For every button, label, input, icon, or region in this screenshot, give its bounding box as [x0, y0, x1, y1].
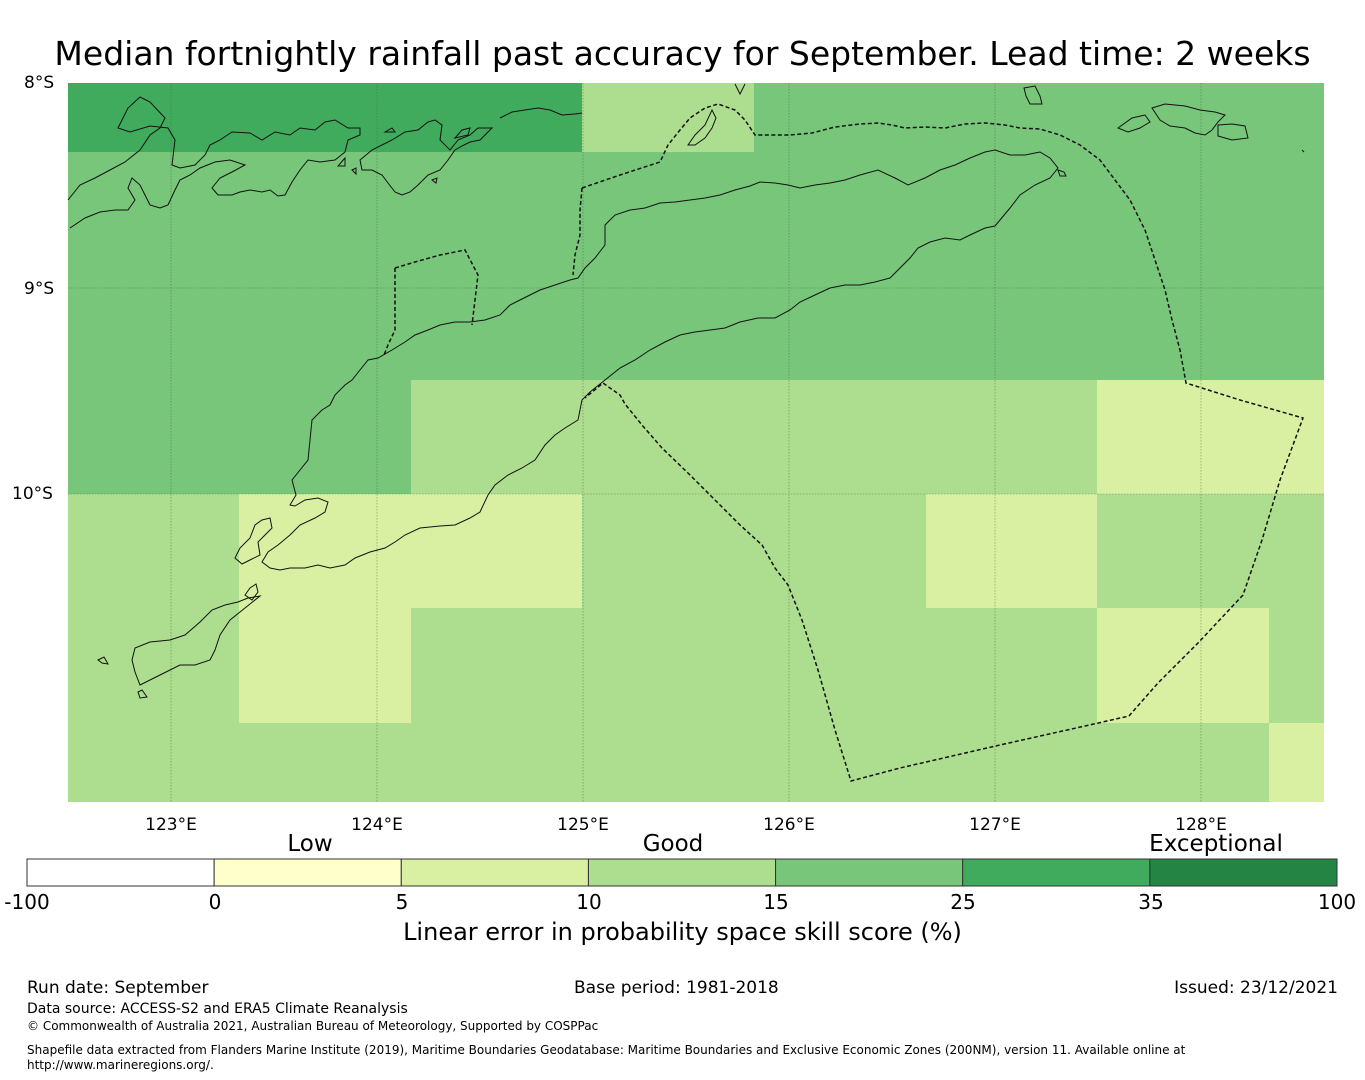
- coastlines: [67, 83, 1305, 699]
- lon-label: 126°E: [763, 815, 815, 835]
- grid-cell: [1269, 608, 1324, 723]
- legend-tick: 25: [950, 890, 976, 914]
- lon-label: 124°E: [351, 815, 403, 835]
- grid-cell: [1269, 723, 1324, 802]
- legend-tick: -100: [4, 890, 50, 914]
- gridlines: [68, 83, 1324, 802]
- grid-cell: [68, 494, 239, 608]
- issued-date: Issued: 23/12/2021: [1174, 978, 1338, 998]
- grid-cell: [239, 494, 582, 608]
- maritime-boundaries: [383, 103, 1304, 782]
- legend-category-exceptional: Exceptional: [1149, 831, 1283, 857]
- lon-label: 123°E: [145, 815, 197, 835]
- grid-cell: [1097, 380, 1324, 494]
- map-title: Median fortnightly rainfall past accurac…: [54, 34, 1311, 73]
- data-source: Data source: ACCESS-S2 and ERA5 Climate …: [27, 1001, 408, 1017]
- legend-tick: 0: [208, 890, 222, 914]
- lon-label: 128°E: [1175, 815, 1227, 835]
- lat-label: 9°S: [24, 279, 55, 299]
- lat-label: 8°S: [24, 73, 55, 93]
- lat-label: 10°S: [12, 484, 53, 504]
- grid-cell: [68, 380, 411, 494]
- colorbar-segment: [400, 858, 589, 887]
- legend-tick: 35: [1138, 890, 1164, 914]
- grid-cell: [1097, 608, 1269, 723]
- legend-tick: 15: [763, 890, 789, 914]
- legend-category-low: Low: [287, 831, 333, 857]
- colorbar-segment: [962, 858, 1151, 887]
- grid-cell: [926, 494, 1097, 608]
- run-date: Run date: September: [27, 978, 209, 998]
- shapefile-credit: Shapefile data extracted from Flanders M…: [27, 1043, 1186, 1057]
- grid-cell: [68, 608, 239, 723]
- shapefile-url: http://www.marineregions.org/.: [27, 1058, 214, 1072]
- grid-cell: [582, 83, 754, 152]
- base-period: Base period: 1981-2018: [574, 978, 779, 998]
- grid-cell: [411, 380, 1097, 494]
- colorbar-segment: [1149, 858, 1338, 887]
- grid-cell: [411, 608, 1097, 723]
- grid-cell: [68, 723, 1269, 802]
- colorbar-segment: [775, 858, 964, 887]
- colorbar-label: Linear error in probability space skill …: [403, 918, 962, 946]
- colorbar-segment: [213, 858, 402, 887]
- grid-cell: [68, 152, 1324, 380]
- legend-tick: 100: [1317, 890, 1357, 914]
- legend-tick: 5: [395, 890, 409, 914]
- grid-cell: [68, 83, 582, 152]
- legend-tick: 10: [576, 890, 602, 914]
- colorbar-segment: [587, 858, 777, 887]
- colorbar-segment: [26, 858, 215, 887]
- grid-cell: [239, 608, 411, 723]
- legend-category-good: Good: [642, 831, 704, 857]
- lon-label: 127°E: [969, 815, 1021, 835]
- copyright: © Commonwealth of Australia 2021, Austra…: [27, 1019, 599, 1033]
- skill-grid: [68, 83, 1324, 802]
- grid-cell: [582, 494, 926, 608]
- grid-cell: [1097, 494, 1324, 608]
- lon-label: 125°E: [557, 815, 609, 835]
